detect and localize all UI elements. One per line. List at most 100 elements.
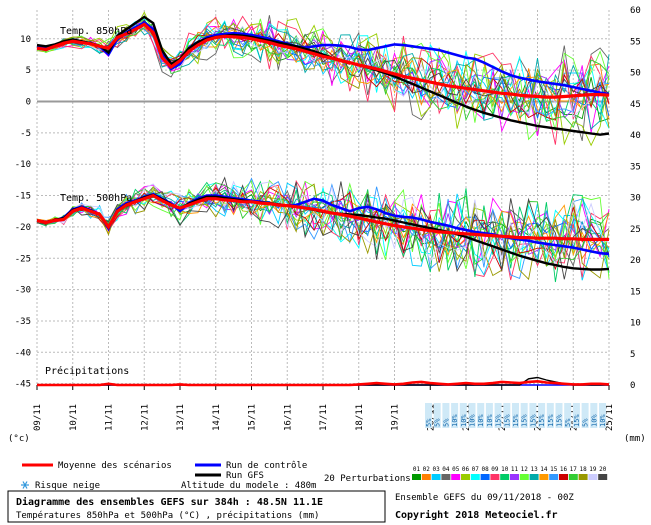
- snow-risk-bar-12: [529, 403, 537, 428]
- snow-risk-bar-0: [425, 403, 432, 428]
- perturbation-line-500-17: [36, 182, 610, 267]
- snow-risk-cell-0: 5%: [425, 403, 433, 428]
- snow-risk-bar-14: [546, 403, 554, 428]
- snow-risk-cell-17: 15%: [572, 403, 581, 428]
- left-tick-label-2: 0: [26, 98, 31, 108]
- snow-risk-bar-16: [564, 403, 572, 428]
- left-tick-label-1: 5: [26, 66, 31, 76]
- perturbation-swatch-6: [461, 474, 470, 480]
- left-tick-label-5: -15: [15, 192, 31, 202]
- perturbation-number-15: 15: [550, 466, 558, 473]
- series-line-precip-mean: [37, 379, 610, 387]
- snow-risk-cell-7: 10%: [485, 403, 494, 428]
- date-label-3: 12/11: [140, 404, 150, 431]
- date-label-13: 22/11: [498, 404, 508, 431]
- footer-box: [7, 490, 386, 523]
- snow-risk-bar-8: [494, 403, 502, 428]
- snow-risk-percent-1: 5%: [434, 418, 442, 427]
- perturbation-line-500-12: [36, 179, 610, 279]
- right-tick-label-2: 50: [630, 69, 641, 79]
- perturbation-swatch-9: [490, 474, 500, 480]
- perturbation-number-5: 05: [452, 466, 460, 473]
- date-label-7: 16/11: [283, 404, 293, 431]
- perturbation-swatch-8: [480, 474, 490, 480]
- snow-risk-bar-1: [433, 403, 441, 428]
- perturbation-number-6: 06: [462, 466, 470, 473]
- footer-subtitle: Températures 850hPa et 500hPa (°C) , pré…: [16, 510, 319, 521]
- grid: [36, 10, 610, 390]
- perturbation-number-4: 04: [442, 466, 450, 473]
- left-tick-label-3: -5: [20, 129, 31, 139]
- right-tick-label-4: 40: [630, 131, 641, 141]
- left-tick-label-11: -45: [15, 380, 31, 390]
- snow-risk-cell-13: 15%: [538, 403, 546, 428]
- snow-risk-percent-4: 10%: [460, 414, 468, 427]
- snow-risk-percent-20: 10%: [599, 414, 607, 427]
- right-axis-unit: (mm): [624, 434, 646, 444]
- date-label-0: 09/11: [33, 404, 43, 431]
- altitude-label: Altitude du modele : 480m: [181, 481, 316, 491]
- snow-risk-percent-14: 15%: [547, 414, 555, 427]
- perturbation-number-12: 12: [521, 466, 529, 473]
- snow-risk-cell-5: 10%: [468, 403, 477, 428]
- perturbation-number-20: 20: [599, 466, 607, 473]
- right-tick-label-1: 55: [630, 37, 641, 47]
- legend-label-mean: Moyenne des scénarios: [58, 460, 172, 471]
- date-label-4: 13/11: [176, 404, 186, 431]
- date-label-12: 21/11: [462, 404, 472, 431]
- snow-risk-percent-11: 15%: [521, 414, 529, 427]
- snow-risk-percent-6: 10%: [477, 414, 485, 427]
- date-label-9: 18/11: [355, 404, 365, 431]
- perturbation-swatch-5: [451, 474, 461, 480]
- snow-risk-bar-10: [512, 403, 519, 428]
- right-tick-label-6: 30: [630, 194, 641, 204]
- perturbation-number-9: 09: [491, 466, 499, 473]
- right-tick-label-10: 10: [630, 319, 641, 329]
- snow-risk-cell-9: 15%: [503, 403, 511, 428]
- panel-label-500: Temp. 500hPa: [60, 193, 132, 204]
- footer-title: Diagramme des ensembles GEFS sur 384h : …: [16, 496, 323, 508]
- snow-risk-bar-6: [477, 403, 485, 428]
- snow-risk-cell-1: 5%: [433, 403, 442, 428]
- perturbation-swatch-15: [549, 474, 559, 480]
- snow-risk-cell-18: 5%: [581, 403, 590, 428]
- snow-risk-bar-13: [538, 403, 546, 428]
- perturbation-number-14: 14: [540, 466, 548, 473]
- snow-risk-percent-13: 15%: [538, 414, 546, 427]
- snow-risk-percent-7: 10%: [486, 414, 494, 427]
- date-label-2: 11/11: [105, 404, 115, 431]
- legend-label-control: Run de contrôle: [226, 460, 307, 471]
- legend-label-perturbations: 20 Perturbations: [324, 474, 411, 484]
- perturbation-swatch-12: [519, 474, 529, 480]
- snow-risk-percent-18: 5%: [582, 418, 590, 427]
- snow-risk-percent-19: 10%: [590, 414, 598, 427]
- perturbation-line-850-20: [36, 19, 610, 114]
- snow-risk-percent-12: 15%: [529, 414, 537, 427]
- snow-risk-cell-2: 5%: [442, 403, 450, 428]
- perturbation-swatch-13: [529, 474, 539, 480]
- snow-risk-bar-18: [581, 403, 589, 428]
- date-label-1: 10/11: [69, 404, 79, 431]
- right-tick-label-0: 60: [630, 6, 641, 16]
- snow-risk-bar-5: [468, 403, 476, 428]
- right-tick-label-8: 20: [630, 256, 641, 266]
- right-tick-label-12: 0: [630, 381, 635, 391]
- snow-risk-cell-15: 15%: [555, 403, 564, 428]
- snow-risk-percent-2: 5%: [442, 418, 450, 427]
- snow-risk-percent-10: 15%: [512, 414, 520, 427]
- perturbation-swatch-10: [500, 474, 510, 480]
- left-tick-label-8: -30: [15, 286, 31, 296]
- perturbation-number-16: 16: [560, 466, 568, 473]
- perturbation-swatch-19: [588, 474, 598, 480]
- snow-risk-bar-20: [599, 403, 606, 428]
- perturbation-line-500-18: [36, 183, 610, 281]
- snow-risk-bar-19: [590, 403, 598, 428]
- date-label-8: 17/11: [319, 404, 329, 431]
- snow-risk-strip: 5% 5% 5% 10% 10% 10% 10% 10% 15% 15% 15% 15% 15% 15% 1…: [425, 403, 607, 428]
- perturbation-number-2: 02: [423, 466, 431, 473]
- date-label-10: 19/11: [391, 404, 401, 431]
- perturbation-swatch-1: [412, 474, 421, 480]
- perturbation-swatch-11: [510, 474, 519, 480]
- snow-risk-bar-7: [485, 403, 493, 428]
- perturbation-swatch-2: [421, 474, 431, 480]
